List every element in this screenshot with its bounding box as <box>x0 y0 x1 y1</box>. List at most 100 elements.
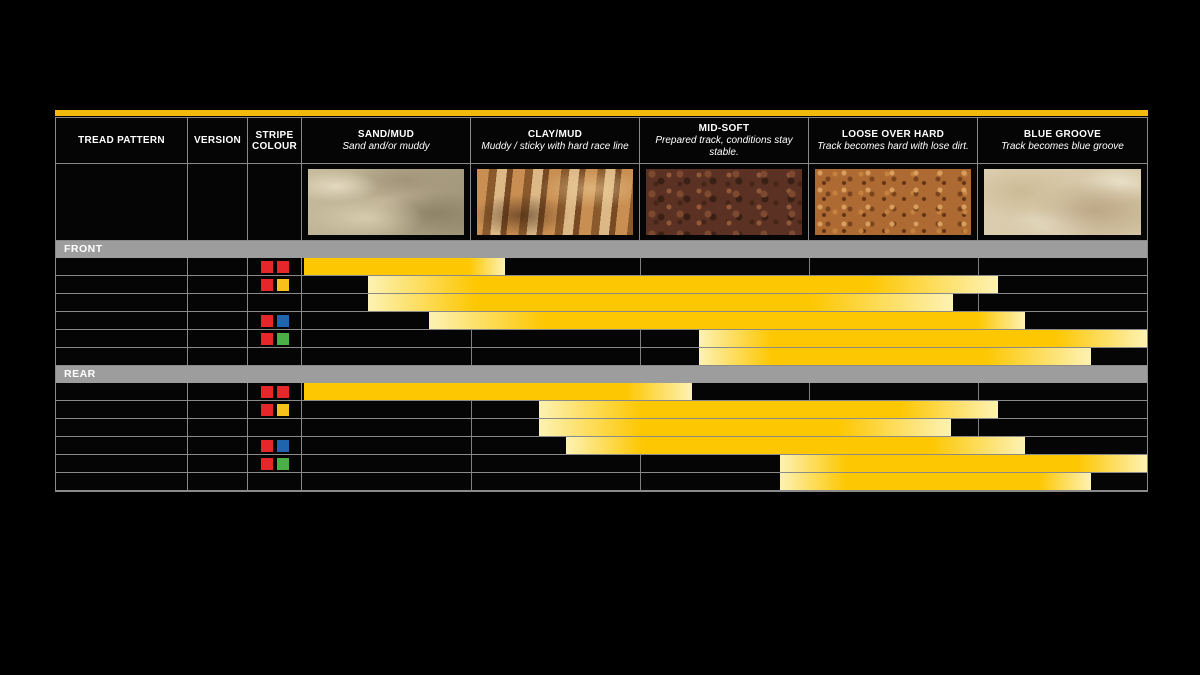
condition-track-cell <box>302 437 1147 455</box>
version-cell <box>188 455 248 473</box>
column-grid-line <box>978 419 979 436</box>
version-cell <box>188 437 248 455</box>
suitability-bar <box>539 401 998 418</box>
stripe-swatch-red <box>260 385 273 398</box>
column-grid-line <box>471 473 472 490</box>
tread-pattern-cell <box>56 455 188 473</box>
stripe-swatch-red <box>276 385 289 398</box>
condition-track-cell <box>302 473 1147 491</box>
stripe-colour-cell <box>248 348 302 366</box>
header-title: MID-SOFT <box>698 123 750 134</box>
texture-cell <box>809 164 978 241</box>
front-table-row <box>56 294 1147 312</box>
header-row: TREAD PATTERN VERSION STRIPE COLOUR SAND/MU… <box>56 118 1147 164</box>
suitability-bar <box>368 276 998 293</box>
stripe-swatch-green <box>276 332 289 345</box>
tread-pattern-cell <box>56 294 188 312</box>
version-cell <box>188 473 248 491</box>
stripe-swatch-blue <box>276 439 289 452</box>
condition-track-cell <box>302 258 1147 276</box>
header-cell-blue-groove: BLUE GROOVE Track becomes blue groove <box>978 118 1147 164</box>
section-bar-front: FRONT <box>56 241 1147 258</box>
front-table-row <box>56 330 1147 348</box>
suitability-bar <box>304 383 692 400</box>
header-cell-mid-soft: MID-SOFT Prepared track, conditions stay … <box>640 118 809 164</box>
header-subtitle: Track becomes blue groove <box>1001 140 1124 152</box>
stripe-swatch-red <box>260 260 273 273</box>
header-title: TREAD PATTERN <box>78 135 165 146</box>
column-grid-line <box>978 294 979 311</box>
condition-track-cell <box>302 455 1147 473</box>
loose-over-hard-photo <box>815 169 971 235</box>
suitability-bar <box>699 348 1091 365</box>
front-table-row <box>56 258 1147 276</box>
tread-pattern-cell <box>56 258 188 276</box>
header-subtitle: Prepared track, conditions stay stable. <box>655 135 793 158</box>
header-cell-sand-mud: SAND/MUD Sand and/or muddy <box>302 118 471 164</box>
header-title: BLUE GROOVE <box>1023 128 1102 140</box>
version-cell <box>188 312 248 330</box>
header-cell-stripe-colour: STRIPE COLOUR <box>248 118 302 164</box>
mid-soft-photo <box>646 169 802 235</box>
tread-pattern-cell <box>56 473 188 491</box>
header-cell-version: VERSION <box>188 118 248 164</box>
header-subtitle: Track becomes hard with lose dirt. <box>817 140 969 152</box>
section-bar-rear: REAR <box>56 366 1147 383</box>
empty-cell <box>248 164 302 241</box>
stripe-swatch-red <box>276 260 289 273</box>
sand-mud-photo <box>308 169 464 235</box>
header-cell-loose-over-hard: LOOSE OVER HARD Track becomes hard with l… <box>809 118 978 164</box>
rear-table-row <box>56 383 1147 401</box>
stripe-swatch-red <box>260 403 273 416</box>
stripe-swatch-red <box>260 457 273 470</box>
tread-pattern-cell <box>56 348 188 366</box>
condition-track-cell <box>302 401 1147 419</box>
stripe-swatch-blue <box>276 314 289 327</box>
top-accent-line <box>55 110 1148 116</box>
rear-table-row <box>56 401 1147 419</box>
header-title: STRIPE COLOUR <box>251 129 298 152</box>
empty-cell <box>188 164 248 241</box>
table-body: FRONT REAR <box>56 241 1147 491</box>
suitability-bar <box>699 330 1147 347</box>
stripe-colour-cell <box>248 312 302 330</box>
condition-track-cell <box>302 383 1147 401</box>
rear-table-row <box>56 455 1147 473</box>
column-grid-line <box>640 455 641 472</box>
front-table-row <box>56 348 1147 366</box>
tyre-table: TREAD PATTERN VERSION STRIPE COLOUR SAND/MU… <box>55 117 1148 492</box>
tread-pattern-cell <box>56 437 188 455</box>
version-cell <box>188 294 248 312</box>
stripe-swatch-green <box>276 457 289 470</box>
header-subtitle: Sand and/or muddy <box>342 140 430 152</box>
header-cell-tread-pattern: TREAD PATTERN <box>56 118 188 164</box>
rear-table-row <box>56 419 1147 437</box>
column-grid-line <box>471 455 472 472</box>
condition-track-cell <box>302 312 1147 330</box>
suitability-bar <box>780 473 1091 490</box>
version-cell <box>188 258 248 276</box>
column-grid-line <box>640 348 641 365</box>
condition-track-cell <box>302 348 1147 366</box>
stripe-colour-cell <box>248 294 302 312</box>
blue-groove-photo <box>984 169 1141 235</box>
tread-pattern-cell <box>56 330 188 348</box>
column-grid-line <box>809 258 810 275</box>
column-grid-line <box>809 383 810 400</box>
condition-track-cell <box>302 276 1147 294</box>
stripe-colour-cell <box>248 383 302 401</box>
stripe-swatch-red <box>260 314 273 327</box>
texture-cell <box>471 164 640 241</box>
column-grid-line <box>471 330 472 347</box>
suitability-bar <box>368 294 953 311</box>
stripe-colour-cell <box>248 330 302 348</box>
empty-cell <box>56 164 188 241</box>
stripe-colour-cell <box>248 276 302 294</box>
tread-pattern-cell <box>56 401 188 419</box>
stripe-swatch-red <box>260 332 273 345</box>
header-title: LOOSE OVER HARD <box>841 128 945 140</box>
stripe-colour-cell <box>248 258 302 276</box>
stripe-colour-cell <box>248 473 302 491</box>
header-title: CLAY/MUD <box>527 128 583 140</box>
